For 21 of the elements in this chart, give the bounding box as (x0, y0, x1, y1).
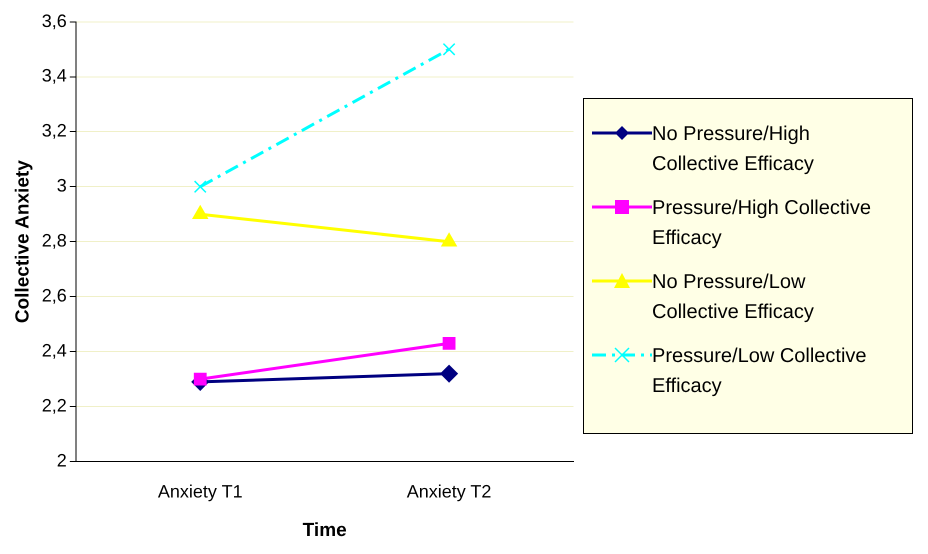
y-tick-label: 2,6 (42, 286, 67, 306)
y-tick-label: 3,6 (42, 10, 67, 31)
legend-label: No Pressure/Low Collective Efficacy (652, 270, 815, 325)
y-tick-label: 2,8 (42, 230, 67, 251)
y-axis-title: Collective Anxiety (12, 160, 34, 324)
y-tick-label: 3,4 (42, 66, 67, 86)
y-tick-label: 2,4 (42, 340, 67, 361)
legend-label: No Pressure/High Collective Efficacy (652, 122, 815, 177)
y-tick-label: 2 (56, 450, 67, 471)
y-tick-label: 3,2 (42, 120, 67, 141)
legend-label: Pressure/Low Collective Efficacy (652, 344, 868, 399)
y-tick-label: 3 (56, 176, 67, 196)
y-tick-label: 2,2 (42, 396, 67, 416)
x-axis-title: Time (302, 520, 347, 541)
point (194, 180, 207, 194)
point (442, 42, 456, 56)
point (442, 336, 456, 350)
x-tick-label: Anxiety T1 (158, 481, 243, 502)
x-tick-label: Anxiety T2 (406, 481, 492, 502)
point (440, 364, 458, 382)
legend-label: Pressure/High Collective Efficacy (652, 196, 872, 251)
